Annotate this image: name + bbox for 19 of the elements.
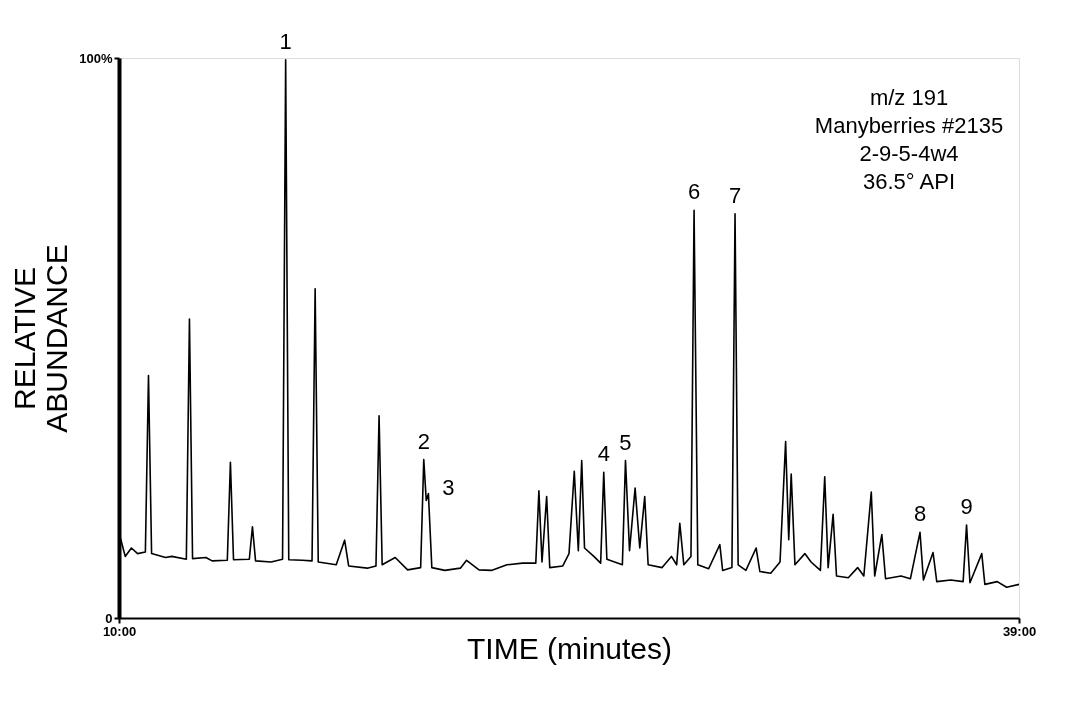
annotation: 3 xyxy=(442,474,455,500)
annotation: 9 xyxy=(960,494,973,520)
annotation: 2 xyxy=(417,428,430,454)
x-tick-label: 10:00 xyxy=(102,623,137,639)
annotation: 8 xyxy=(913,501,927,527)
y-tick-label: 100% xyxy=(79,50,113,66)
annotation: 1 xyxy=(279,28,292,54)
annotation: Manyberries #2135 xyxy=(814,113,1004,138)
x-axis-title: TIME (minutes) xyxy=(466,631,673,665)
y-axis-title: RELATIVE ABUNDANCE xyxy=(8,244,74,433)
annotation: 6 xyxy=(687,179,701,205)
annotation: m/z 191 xyxy=(869,85,949,110)
annotation: 7 xyxy=(728,182,742,208)
annotation: 2-9-5-4w4 xyxy=(859,141,959,166)
y-tick-label: 0 xyxy=(105,610,113,626)
annotation: 36.5° API xyxy=(863,169,955,194)
x-tick-label: 39:00 xyxy=(1002,623,1037,639)
annotation: 4 xyxy=(597,441,610,467)
annotation: 5 xyxy=(619,429,632,455)
